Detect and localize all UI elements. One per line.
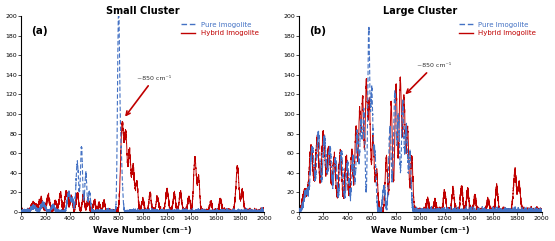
Legend: Pure Imogolite, Hybrid Imogolite: Pure Imogolite, Hybrid Imogolite [457,20,538,38]
Text: ~850 cm⁻¹: ~850 cm⁻¹ [407,63,451,93]
Text: (b): (b) [309,26,326,36]
X-axis label: Wave Number (cm⁻¹): Wave Number (cm⁻¹) [93,227,192,235]
Legend: Pure Imogolite, Hybrid Imogolite: Pure Imogolite, Hybrid Imogolite [179,20,261,38]
Text: (a): (a) [31,26,48,36]
Text: ~850 cm⁻¹: ~850 cm⁻¹ [126,76,171,115]
Title: Small Cluster: Small Cluster [106,6,180,16]
X-axis label: Wave Number (cm⁻¹): Wave Number (cm⁻¹) [371,227,470,235]
Title: Large Cluster: Large Cluster [383,6,457,16]
